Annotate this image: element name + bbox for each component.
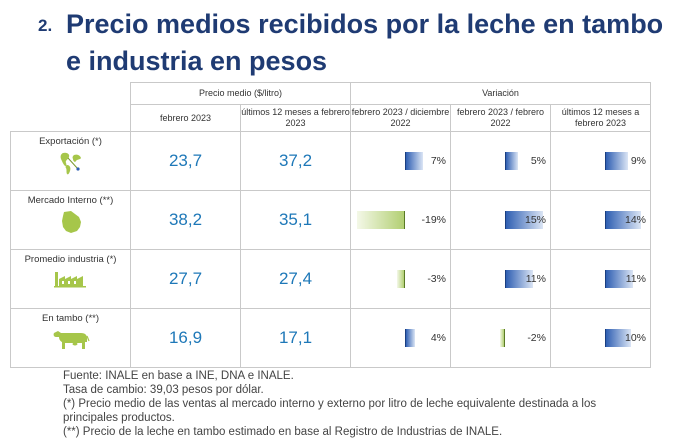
price-feb-promedio-industria: 27,7 [130,249,241,309]
var-12m-mercado-interno: 14% [550,190,651,250]
variation-value: 9% [630,155,646,167]
price-12m-exportacion: 37,2 [240,131,351,191]
page-title: Precio medios recibidos por la leche en … [66,9,664,76]
variation-value: -19% [421,214,446,226]
variation-bar [605,152,628,170]
var-feb-feb-exportacion: 5% [450,131,551,191]
var-feb-dec-exportacion: 7% [350,131,451,191]
variation-bar [605,329,631,347]
header-last-12-months: últimos 12 meses a febrero 2023 [240,104,351,132]
var-feb-dec-mercado-interno: -19% [350,190,451,250]
source-note: Fuente: INALE en base a INE, DNA e INALE… [63,370,294,382]
header-var-feb-dec: febrero 2023 / diciembre 2022 [350,104,451,132]
variation-bar [505,270,534,288]
uruguay-map-icon [58,209,84,233]
variation-value: 4% [430,332,446,344]
table-row: En tambo (**) 16,9 17,1 4% -2% 10% [10,308,651,368]
variation-value: -2% [527,332,546,344]
table-row: Promedio industria (*) 27,7 27,4 -3% 11% [10,249,651,309]
variation-bar [505,211,544,229]
table-row: Exportación (*) 23,7 37,2 7% 5% 9% [10,131,651,191]
price-table: Precio medio ($/litro) Variación febrero… [10,82,651,368]
var-feb-feb-mercado-interno: 15% [450,190,551,250]
price-feb-exportacion: 23,7 [130,131,241,191]
var-feb-dec-promedio-industria: -3% [350,249,451,309]
variation-value: 14% [624,214,646,226]
var-feb-feb-en-tambo: -2% [450,308,551,368]
variation-value: 5% [530,155,546,167]
price-feb-en-tambo: 16,9 [130,308,241,368]
var-12m-promedio-industria: 11% [550,249,651,309]
row-label-mercado-interno: Mercado Interno (**) [10,190,131,250]
price-feb-mercado-interno: 38,2 [130,190,241,250]
row-label-promedio-industria: Promedio industria (*) [10,249,131,309]
variation-bar [356,211,405,229]
var-feb-dec-en-tambo: 4% [350,308,451,368]
var-12m-exportacion: 9% [550,131,651,191]
variation-value: 10% [624,332,646,344]
price-12m-mercado-interno: 35,1 [240,190,351,250]
variation-bar [405,329,416,347]
variation-value: -3% [427,273,446,285]
var-feb-feb-promedio-industria: 11% [450,249,551,309]
header-variation-group: Variación [350,82,651,105]
variation-bar [605,211,641,229]
header-var-12-months: últimos 12 meses a febrero 2023 [550,104,651,132]
table-row: Mercado Interno (**) 38,2 35,1 -19% 15% … [10,190,651,250]
section-number: 2. [38,16,53,35]
footnotes: Fuente: INALE en base a INE, DNA e INALE… [63,369,608,439]
variation-bar [505,152,518,170]
exchange-rate-note: Tasa de cambio: 39,03 pesos por dólar. [63,384,264,396]
header-price-group: Precio medio ($/litro) [130,82,351,105]
price-12m-promedio-industria: 27,4 [240,249,351,309]
cow-icon [51,327,91,351]
row-label-en-tambo: En tambo (**) [10,308,131,368]
row-label-exportacion: Exportación (*) [10,131,131,191]
variation-bar [605,270,634,288]
footnote-1: (*) Precio medio de las ventas al mercad… [63,398,597,424]
variation-bar [397,270,405,288]
variation-value: 11% [625,273,646,285]
variation-value: 7% [430,155,446,167]
variation-value: 11% [525,273,546,285]
variation-bar [405,152,423,170]
variation-value: 15% [524,214,546,226]
footnote-2: (**) Precio de la leche en tambo estimad… [63,426,503,438]
price-12m-en-tambo: 17,1 [240,308,351,368]
variation-bar [499,329,505,347]
header-feb-2023: febrero 2023 [130,104,241,132]
header-var-feb-feb: febrero 2023 / febrero 2022 [450,104,551,132]
globe-icon [58,150,84,175]
var-12m-en-tambo: 10% [550,308,651,368]
factory-icon [52,268,90,292]
